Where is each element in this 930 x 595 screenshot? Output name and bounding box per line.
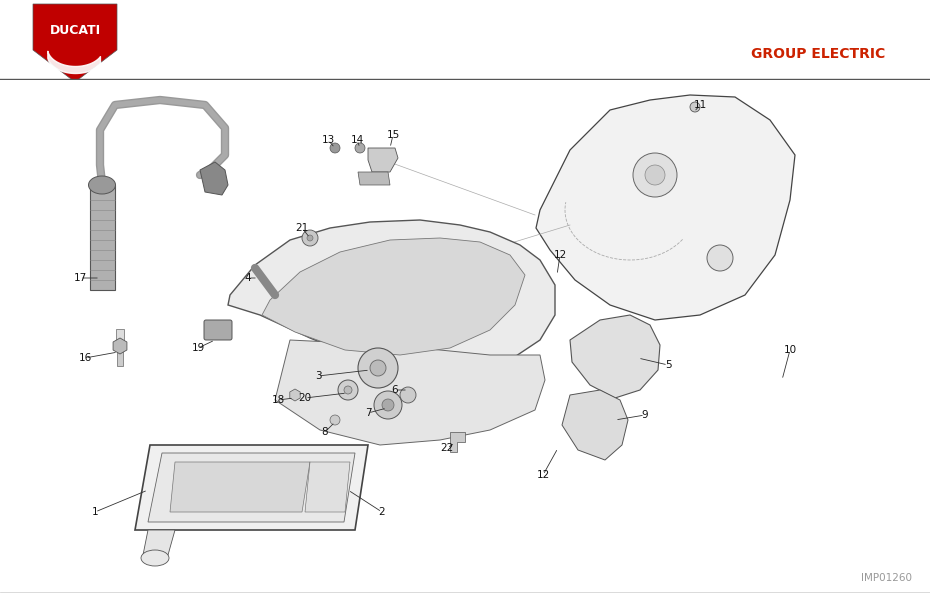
- Text: 12: 12: [537, 470, 550, 480]
- Polygon shape: [368, 148, 398, 172]
- Text: 7: 7: [365, 408, 371, 418]
- Text: 19: 19: [192, 343, 205, 353]
- Polygon shape: [536, 95, 795, 320]
- Text: 17: 17: [73, 273, 86, 283]
- FancyBboxPatch shape: [117, 348, 123, 366]
- Text: 21: 21: [296, 223, 309, 233]
- Circle shape: [338, 380, 358, 400]
- Text: 9: 9: [642, 410, 648, 420]
- Circle shape: [645, 165, 665, 185]
- Circle shape: [307, 235, 313, 241]
- FancyBboxPatch shape: [116, 329, 124, 344]
- Polygon shape: [228, 220, 555, 372]
- Circle shape: [344, 386, 352, 394]
- Text: DUCATI: DUCATI: [49, 23, 100, 36]
- Text: 1: 1: [92, 507, 99, 517]
- Text: 12: 12: [553, 250, 566, 260]
- Polygon shape: [358, 172, 390, 185]
- Polygon shape: [148, 453, 355, 522]
- Polygon shape: [143, 530, 175, 555]
- Circle shape: [707, 245, 733, 271]
- Text: 15: 15: [386, 130, 400, 140]
- Text: 3: 3: [314, 371, 321, 381]
- Circle shape: [374, 391, 402, 419]
- Polygon shape: [562, 390, 628, 460]
- Text: DRAWING 13C - IMPIANTO ELETTRICO DESTRO [MOD:PANV2]: DRAWING 13C - IMPIANTO ELETTRICO DESTRO …: [179, 18, 844, 37]
- Circle shape: [330, 143, 340, 153]
- Text: IMP01260: IMP01260: [861, 573, 912, 583]
- Text: 13: 13: [322, 135, 335, 145]
- Ellipse shape: [141, 550, 169, 566]
- Circle shape: [302, 230, 318, 246]
- Circle shape: [690, 102, 700, 112]
- Circle shape: [330, 415, 340, 425]
- Ellipse shape: [88, 176, 115, 194]
- Text: 22: 22: [441, 443, 454, 453]
- Circle shape: [370, 360, 386, 376]
- Polygon shape: [90, 185, 115, 290]
- Polygon shape: [170, 462, 310, 512]
- Text: 2: 2: [379, 507, 385, 517]
- FancyBboxPatch shape: [204, 320, 232, 340]
- Text: GROUP ELECTRIC: GROUP ELECTRIC: [751, 47, 885, 61]
- Text: 18: 18: [272, 395, 285, 405]
- Text: 4: 4: [245, 273, 251, 283]
- Circle shape: [400, 387, 416, 403]
- Text: 8: 8: [322, 427, 328, 437]
- Text: 6: 6: [392, 385, 398, 395]
- Text: 16: 16: [78, 353, 92, 363]
- Text: 14: 14: [351, 135, 364, 145]
- Polygon shape: [450, 432, 465, 452]
- Text: 10: 10: [783, 345, 797, 355]
- Circle shape: [355, 143, 365, 153]
- Polygon shape: [135, 445, 368, 530]
- Polygon shape: [570, 315, 660, 398]
- Polygon shape: [275, 340, 545, 445]
- Text: 11: 11: [694, 100, 707, 110]
- Text: 5: 5: [665, 360, 671, 370]
- Circle shape: [358, 348, 398, 388]
- Polygon shape: [33, 4, 117, 82]
- Circle shape: [382, 399, 394, 411]
- Polygon shape: [262, 238, 525, 355]
- Polygon shape: [200, 162, 228, 195]
- Circle shape: [633, 153, 677, 197]
- Text: 20: 20: [299, 393, 312, 403]
- Polygon shape: [305, 462, 350, 512]
